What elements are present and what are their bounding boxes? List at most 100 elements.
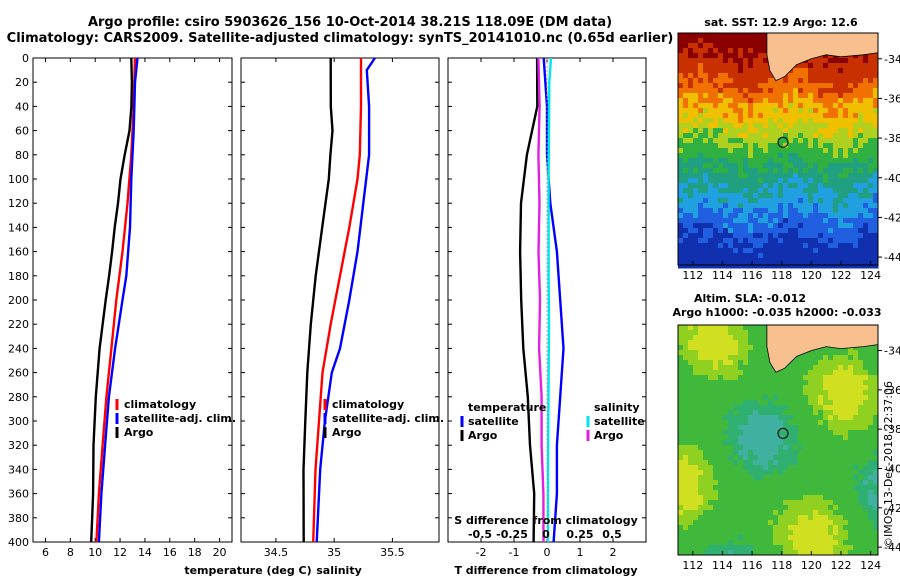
map-x-tick-label: 118 [771, 559, 792, 572]
depth-tick-label: 360 [8, 488, 29, 501]
depth-tick-label: 220 [8, 318, 29, 331]
x-tick-label: 18 [188, 546, 202, 559]
map-x-tick-label: 122 [830, 269, 851, 282]
x-tick-label: 34.5 [264, 546, 289, 559]
sla_map: 112 114 116 118 120 122 124 -34 -36 -38 -40 -42 -44 [677, 324, 900, 572]
x-tick-label: -1 [509, 546, 520, 559]
x-tick-label: 10 [88, 546, 102, 559]
legend-label: satellite-adj. clim. [332, 412, 444, 425]
map-y-tick-label: -42 [884, 502, 900, 515]
legend-label: Argo [468, 429, 498, 442]
map-y-tick-label: -44 [884, 251, 900, 264]
salinity-xlabel: salinity [316, 564, 362, 577]
map-panels: 112 114 116 118 120 122 124 -34 -36 -38 -40 -42 -44 1… [677, 32, 900, 572]
depth-tick-label: 140 [8, 221, 29, 234]
x-tick-label: 1 [577, 546, 584, 559]
map-y-tick-label: -40 [884, 463, 900, 476]
series-line-argo [90, 57, 134, 543]
depth-tick-label: 0 [22, 52, 29, 65]
x-tick-label: 2 [610, 546, 617, 559]
depth-tick-label: 200 [8, 294, 29, 307]
series-line-satellite-adj-clim- [97, 57, 139, 543]
x-tick-label: 0 [544, 546, 551, 559]
credit-text: ©IMOS 13-Dec-2018 22:37:06 [882, 381, 895, 548]
sst-map-title: sat. SST: 12.9 Argo: 12.6 [704, 16, 858, 29]
depth-tick-label: 180 [8, 270, 29, 283]
legend-label: Argo [594, 429, 624, 442]
profile-panels: 0204060801001201401601802002202402602803… [8, 52, 647, 559]
map-x-tick-label: 120 [801, 269, 822, 282]
map-frame [677, 32, 879, 266]
depth-tick-label: 120 [8, 197, 29, 210]
legend-label: Argo [332, 426, 362, 439]
x-tick-label: 14 [138, 546, 152, 559]
depth-tick-label: 300 [8, 415, 29, 428]
s-diff-tick-label: -0.25 [496, 528, 528, 541]
legend-label: climatology [124, 398, 196, 411]
map-y-tick-label: -36 [884, 92, 900, 105]
legend-label: Argo [124, 426, 154, 439]
depth-tick-label: 320 [8, 439, 29, 452]
temp-xlabel: temperature (deg C) [184, 564, 311, 577]
map-y-tick-label: -42 [884, 211, 900, 224]
x-tick-label: 16 [163, 546, 177, 559]
map-y-tick-label: -44 [884, 541, 900, 554]
depth-tick-label: 80 [15, 149, 29, 162]
s-diff-tick-label: 0 [542, 528, 550, 541]
legend-label: climatology [332, 398, 404, 411]
map-x-tick-label: 114 [712, 559, 733, 572]
series-line-temperature-argo [518, 57, 539, 543]
argo-position-marker [777, 427, 789, 439]
map-x-tick-label: 116 [742, 269, 763, 282]
panel-temperature: 6 8 10 12 14 16 18 20 [32, 57, 233, 559]
map-x-tick-label: 124 [860, 559, 881, 572]
s-diff-tick-label: 0.25 [566, 528, 593, 541]
panel-salinity: 34.5 35 35.5 [240, 57, 440, 559]
map-x-tick-label: 120 [801, 559, 822, 572]
map-x-tick-label: 116 [742, 559, 763, 572]
sla-map-subtitle: Argo h1000: -0.035 h2000: -0.033 [672, 306, 881, 319]
legend-label: satellite [468, 415, 519, 428]
depth-tick-label: 20 [15, 76, 29, 89]
map-x-tick-label: 118 [771, 269, 792, 282]
x-tick-label: 12 [113, 546, 127, 559]
x-tick-label: 6 [42, 546, 49, 559]
legend-label: satellite [594, 415, 645, 428]
depth-tick-label: 60 [15, 125, 29, 138]
map-x-tick-label: 114 [712, 269, 733, 282]
s-diff-tick-label: -0.5 [468, 528, 492, 541]
s-diff-tick-label: 0.5 [602, 528, 622, 541]
sst_map: 112 114 116 118 120 122 124 -34 -36 -38 -40 -42 -44 [677, 32, 900, 282]
map-x-tick-label: 112 [682, 269, 703, 282]
s-diff-axis-label: S difference from climatology [454, 514, 638, 527]
depth-tick-label: 400 [8, 536, 29, 549]
diff-xlabel: T difference from climatology [454, 564, 637, 577]
map-x-tick-label: 112 [682, 559, 703, 572]
map-y-tick-label: -36 [884, 384, 900, 397]
depth-tick-label: 280 [8, 391, 29, 404]
difference-extras: temperaturesatelliteArgosalinitysatellit… [454, 58, 645, 542]
depth-tick-label: 260 [8, 367, 29, 380]
map-x-tick-label: 122 [830, 559, 851, 572]
legend-label: satellite-adj. clim. [124, 412, 236, 425]
map-y-tick-label: -40 [884, 172, 900, 185]
map-y-tick-label: -34 [884, 345, 900, 358]
depth-tick-label: 240 [8, 342, 29, 355]
series-line-climatology [312, 58, 363, 543]
argo-position-marker [777, 136, 789, 148]
map-y-tick-label: -34 [884, 53, 900, 66]
depth-tick-label: 160 [8, 246, 29, 259]
map-cells [678, 325, 879, 556]
series-line-salinity-satellite [546, 57, 553, 542]
figure-title-line1: Argo profile: csiro 5903626_156 10-Oct-2… [88, 15, 612, 30]
map-y-tick-label: -38 [884, 132, 900, 145]
series-line-argo [302, 57, 334, 543]
x-tick-label: 35 [327, 546, 341, 559]
map-frame [677, 324, 879, 556]
series-line-salinity-argo [537, 57, 545, 543]
depth-tick-label: 100 [8, 173, 29, 186]
temperature-legend-title: temperature [468, 401, 546, 414]
